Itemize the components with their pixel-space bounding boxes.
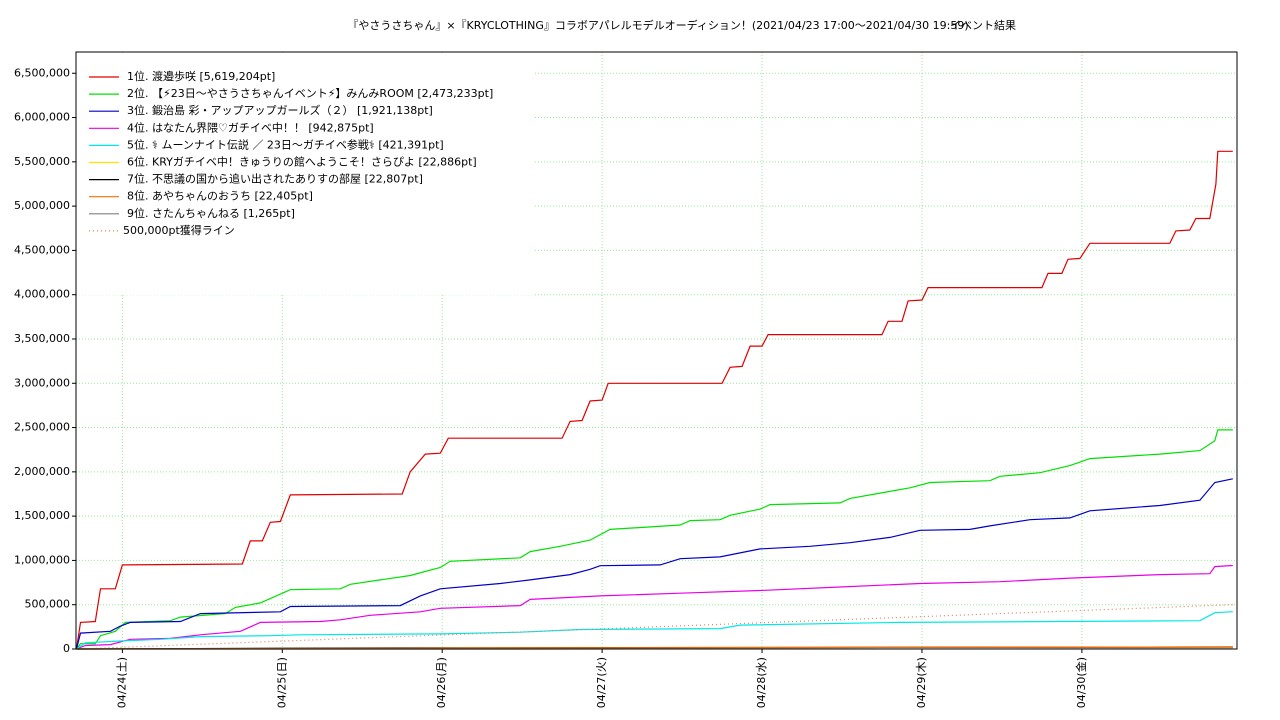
y-tick-label: 5,000,000 [14,199,70,212]
series-line [76,429,1233,650]
y-tick-label: 3,000,000 [14,376,70,389]
legend-label: 3位. 鍛治島 彩・アップアップガールズ（２） [1,921,138pt] [127,103,433,117]
x-tick-label: 04/29(木) [915,657,928,708]
legend-label: 7位. 不思議の国から追い出されたありすの部屋 [22,807pt] [127,172,423,186]
x-tick-label: 04/26(月) [435,657,448,708]
legend-label: 4位. はなたん界隈♡ガチイベ中！！ [942,875pt] [127,120,374,134]
y-tick-label: 1,500,000 [14,509,70,522]
legend-label: 6位. KRYガチイベ中！きゅうりの館へようこそ！さらぴよ [22,886pt] [127,155,477,169]
x-tick-label: 04/24(土) [115,657,128,708]
chart-subtitle: イベント結果 [950,18,1016,32]
y-tick-label: 2,000,000 [14,465,70,478]
chart-title: 『やさうさちゃん』×『KRYCLOTHING』コラボアパレルモデルオーディション… [347,18,968,32]
x-tick-label: 04/30(金) [1074,657,1088,708]
y-tick-label: 5,500,000 [14,155,70,168]
y-tick-label: 6,500,000 [14,66,70,79]
legend-box [77,53,535,295]
x-tick-label: 04/25(日) [275,657,288,708]
legend-label: 2位. 【⚡23日〜やさうさちゃんイベント⚡】みんみROOM [2,473,23… [127,86,493,100]
y-tick-label: 2,500,000 [14,421,70,434]
legend-label: 5位. ⚕ ムーンナイト伝説 ／ 23日〜ガチイベ参戦⚕ [421,391pt] [127,137,444,151]
y-tick-label: 3,500,000 [14,332,70,345]
x-tick-label: 04/28(水) [755,657,768,708]
series-line [75,478,1233,650]
y-tick-label: 4,500,000 [14,243,70,256]
plot-frame [75,51,1238,650]
legend-label: 500,000pt獲得ライン [123,224,235,237]
y-tick-label: 500,000 [25,598,71,611]
y-tick-label: 4,000,000 [14,288,70,301]
series-line [76,611,1233,650]
legend-label: 1位. 渡邉歩咲 [5,619,204pt] [127,69,275,83]
x-tick-label: 04/27(火) [595,657,608,708]
y-tick-label: 1,000,000 [14,553,70,566]
series-line [75,150,1233,650]
y-tick-label: 6,000,000 [14,111,70,124]
legend-label: 9位. さたんちゃんねる [1,265pt] [127,206,295,220]
series-line [76,604,1233,650]
legend-label: 8位. あやちゃんのおうち [22,405pt] [127,189,313,203]
y-tick-label: 0 [63,642,70,655]
